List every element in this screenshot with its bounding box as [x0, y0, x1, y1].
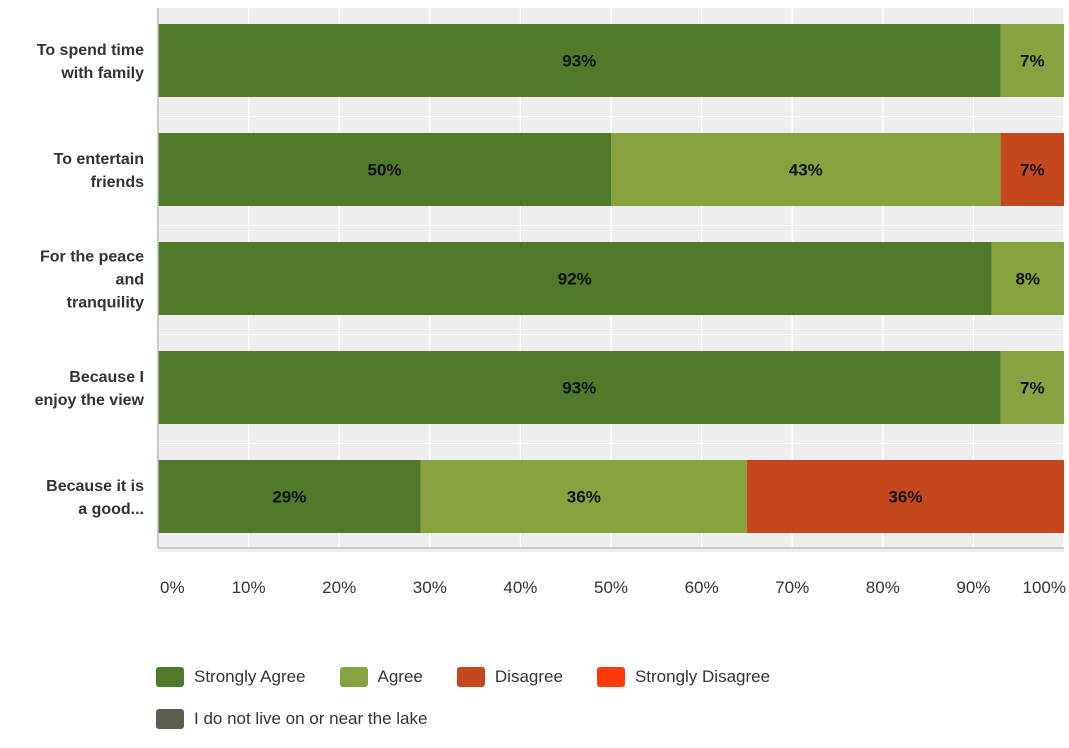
- legend-label: I do not live on or near the lake: [194, 709, 428, 728]
- category-label-line: For the peace: [40, 249, 144, 266]
- x-tick-label: 90%: [956, 578, 990, 597]
- bar-segment: [158, 133, 611, 206]
- bar-segment: [1000, 24, 1064, 97]
- data-label: 7%: [1020, 52, 1045, 71]
- category-label: To entertain friends: [54, 151, 144, 191]
- data-label: 50%: [367, 161, 401, 180]
- data-label: 8%: [1015, 270, 1040, 289]
- legend-item: Strongly Agree: [156, 667, 306, 687]
- x-tick-label: 80%: [866, 578, 900, 597]
- bar-segment: [420, 460, 747, 533]
- legend-swatch: [596, 667, 625, 687]
- legend-item: I do not live on or near the lake: [156, 709, 427, 729]
- bar-segment: [1000, 351, 1064, 424]
- legend: Strongly Agree Agree Disagree Strongly Disa…: [156, 664, 916, 748]
- legend-swatch: [156, 709, 184, 729]
- category-label: Because I enjoy the view: [35, 369, 145, 409]
- bar-segment: [158, 242, 992, 315]
- legend-item: Strongly Disagree: [596, 667, 771, 687]
- legend-row: I do not live on or near the lake: [156, 706, 916, 732]
- category-label: For the peace and tranquility: [40, 249, 144, 312]
- category-label-line: To entertain: [54, 151, 144, 168]
- label-layer: 93% 7% 50% 43% 7% 92% 8% 93% 7% 29% 36% 36% 0% 10% 20%…: [35, 42, 1066, 597]
- bar-segment: [991, 242, 1064, 315]
- category-label: Because it is a good...: [46, 478, 144, 518]
- legend-label: Disagree: [494, 667, 563, 686]
- legend-label: Agree: [377, 667, 423, 686]
- data-label: 36%: [567, 488, 601, 507]
- category-label-line: a good...: [78, 501, 144, 518]
- axis-layer: [157, 8, 1064, 549]
- bar-segment: [1000, 133, 1064, 206]
- category-label-line: Because I: [69, 369, 144, 386]
- x-tick-label: 50%: [594, 578, 628, 597]
- category-label-line: with family: [60, 65, 144, 82]
- category-label-line: Because it is: [46, 478, 144, 495]
- bar-segment: [158, 24, 1001, 97]
- data-label: 36%: [888, 488, 922, 507]
- category-label-line: tranquility: [67, 295, 144, 312]
- data-label: 7%: [1020, 379, 1045, 398]
- x-tick-label: 10%: [232, 578, 266, 597]
- legend-swatch: [156, 667, 184, 687]
- x-tick-label: 0%: [160, 578, 185, 597]
- category-label-line: enjoy the view: [35, 392, 145, 409]
- category-label-line: friends: [91, 174, 144, 191]
- data-label: 93%: [562, 379, 596, 398]
- x-tick-label: 60%: [685, 578, 719, 597]
- x-tick-label: 70%: [775, 578, 809, 597]
- data-label: 29%: [272, 488, 306, 507]
- bar-segment: [158, 351, 1001, 424]
- data-label: 43%: [789, 161, 823, 180]
- legend-label: Strongly Disagree: [634, 667, 771, 686]
- category-label-line: To spend time: [37, 42, 144, 59]
- legend-item: Agree: [339, 667, 423, 687]
- x-tick-label: 100%: [1023, 578, 1066, 597]
- bar-segment: [158, 460, 421, 533]
- legend-swatch: [339, 667, 368, 687]
- legend-label: Strongly Agree: [194, 667, 306, 686]
- x-tick-label: 40%: [503, 578, 537, 597]
- legend-swatch: [456, 667, 485, 687]
- bar-layer: [158, 24, 1064, 533]
- category-label-line: and: [116, 272, 144, 289]
- category-label: To spend time with family: [37, 42, 144, 82]
- x-tick-label: 20%: [322, 578, 356, 597]
- bar-segment: [611, 133, 1001, 206]
- bar-segment: [746, 460, 1064, 533]
- legend-row: Strongly Agree Agree Disagree Strongly Disa…: [156, 664, 916, 690]
- data-label: 93%: [562, 52, 596, 71]
- data-label: 7%: [1020, 161, 1045, 180]
- x-tick-label: 30%: [413, 578, 447, 597]
- data-label: 92%: [558, 270, 592, 289]
- legend-item: Disagree: [456, 667, 563, 687]
